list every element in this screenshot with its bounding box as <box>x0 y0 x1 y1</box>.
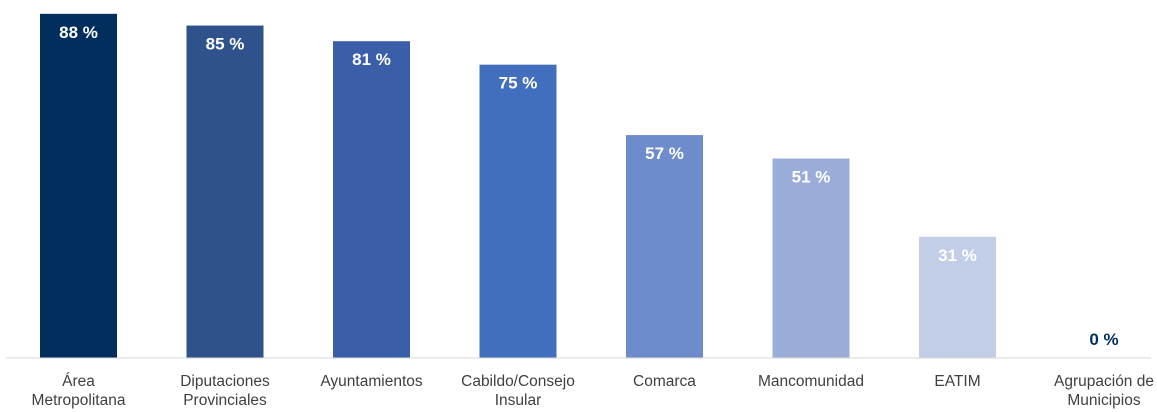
data-label-6: 31 % <box>938 246 977 265</box>
bar-5 <box>772 158 850 358</box>
bar-2 <box>333 41 410 358</box>
category-labels-group: Área Metropolitana Diputaciones Provinciale… <box>32 373 1154 409</box>
bar-0 <box>40 13 117 358</box>
bar-4 <box>626 135 703 358</box>
data-label-5: 51 % <box>792 168 831 187</box>
data-label-3: 75 % <box>499 74 538 93</box>
data-label-0: 88 % <box>59 23 98 42</box>
category-label-5: Mancomunidad <box>758 373 864 390</box>
category-label-6: EATIM <box>934 373 980 390</box>
category-label-4: Comarca <box>633 373 696 390</box>
data-label-4: 57 % <box>645 144 684 163</box>
bar-6 <box>919 236 996 358</box>
category-label-7: Agrupación de Municipios <box>1054 373 1154 409</box>
data-label-1: 85 % <box>206 35 245 54</box>
data-label-7: 0 % <box>1089 330 1118 349</box>
bar-3 <box>479 64 557 359</box>
value-labels-group: 88 % 85 % 81 % 75 % 57 % 51 % 31 % 0 % <box>59 23 1119 349</box>
category-label-2: Ayuntamientos <box>320 373 422 390</box>
category-label-1: Diputaciones Provinciales <box>180 373 270 409</box>
data-label-2: 81 % <box>352 50 391 69</box>
category-label-3: Cabildo/Consejo Insular <box>461 373 575 409</box>
bars-group <box>40 13 996 359</box>
category-label-0: Área Metropolitana <box>32 373 126 409</box>
bar-1 <box>186 25 264 359</box>
